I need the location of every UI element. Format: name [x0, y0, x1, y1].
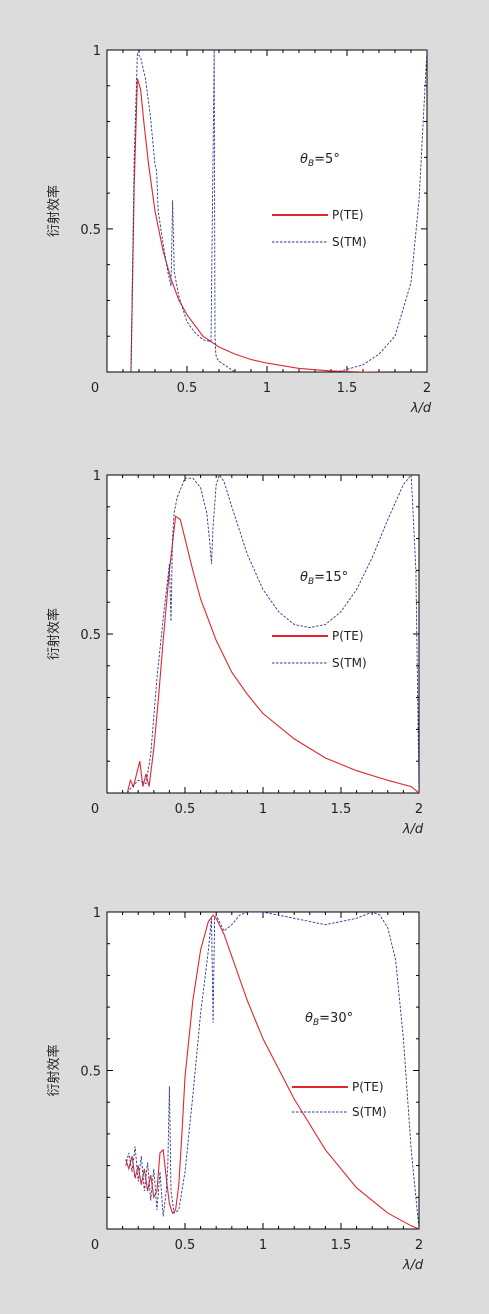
chart-panel-theta-15: 0 0.5 1 1.5 2 0.5 1 衍射效率 λ/d θB=15° P(TE) S(TM)	[0, 440, 489, 860]
series-line-te	[125, 914, 419, 1229]
legend-label-te: P(TE)	[332, 208, 364, 222]
y-tick-label: 0.5	[80, 628, 101, 643]
chart-svg: 0 0.5 1 1.5 2 0.5 1 衍射效率 λ/d θB=15° P(TE) S(TM)	[46, 469, 424, 837]
angle-annotation: θB=5°	[300, 152, 340, 169]
series-line-te	[130, 78, 389, 372]
legend-label-te: P(TE)	[352, 1080, 384, 1094]
y-axis-label: 衍射效率	[46, 185, 62, 237]
x-tick-label: 2	[415, 802, 423, 817]
x-tick-label: 1.5	[331, 802, 352, 817]
chart-svg: 0 0.5 1 1.5 2 0.5 1 衍射效率 λ/d θB=5° P(TE) S(TM)	[46, 44, 432, 416]
legend-label-te: P(TE)	[332, 629, 364, 643]
x-axis-label: λ/d	[402, 1258, 424, 1273]
x-tick-label: 0.5	[177, 381, 198, 396]
chart-svg: 0 0.5 1 1.5 2 0.5 1 衍射效率 λ/d θB=30° P(TE) S(TM)	[46, 906, 424, 1273]
x-tick-label: 0	[91, 802, 99, 817]
angle-annotation: θB=15°	[300, 570, 348, 587]
angle-annotation: θB=30°	[305, 1011, 353, 1028]
x-tick-label: 0.5	[175, 1238, 196, 1253]
chart-panel-theta-5: 0 0.5 1 1.5 2 0.5 1 衍射效率 λ/d θB=5° P(TE) S(TM)	[0, 0, 489, 420]
y-tick-label: 1	[93, 469, 101, 484]
y-axis-label: 衍射效率	[46, 1044, 62, 1096]
x-tick-label: 1	[263, 381, 271, 396]
x-tick-label: 2	[415, 1238, 423, 1253]
x-tick-label: 0.5	[175, 802, 196, 817]
x-tick-label: 2	[423, 381, 431, 396]
x-tick-label: 1	[259, 1238, 267, 1253]
legend-label-tm: S(TM)	[332, 235, 367, 249]
y-tick-label: 1	[93, 44, 101, 59]
x-tick-label: 1.5	[337, 381, 358, 396]
x-tick-label: 1	[259, 802, 267, 817]
x-tick-label: 1.5	[331, 1238, 352, 1253]
plot-area	[106, 474, 420, 794]
x-tick-label: 0	[91, 1238, 99, 1253]
series-line-tm	[125, 912, 419, 1229]
series-line-tm	[126, 475, 419, 793]
chart-panel-theta-30: 0 0.5 1 1.5 2 0.5 1 衍射效率 λ/d θB=30° P(TE) S(TM)	[0, 870, 489, 1309]
series-line-tm	[130, 50, 427, 372]
x-tick-label: 0	[91, 381, 99, 396]
plot-area	[106, 911, 420, 1230]
y-tick-label: 0.5	[80, 223, 101, 238]
y-axis-label: 衍射效率	[46, 608, 62, 660]
x-axis-label: λ/d	[410, 401, 432, 416]
x-axis-label: λ/d	[402, 822, 424, 837]
plot-area	[106, 49, 428, 373]
y-tick-label: 1	[93, 906, 101, 921]
legend-label-tm: S(TM)	[332, 656, 367, 670]
series-line-te	[126, 515, 419, 793]
y-tick-label: 0.5	[80, 1065, 101, 1080]
legend-label-tm: S(TM)	[352, 1105, 387, 1119]
